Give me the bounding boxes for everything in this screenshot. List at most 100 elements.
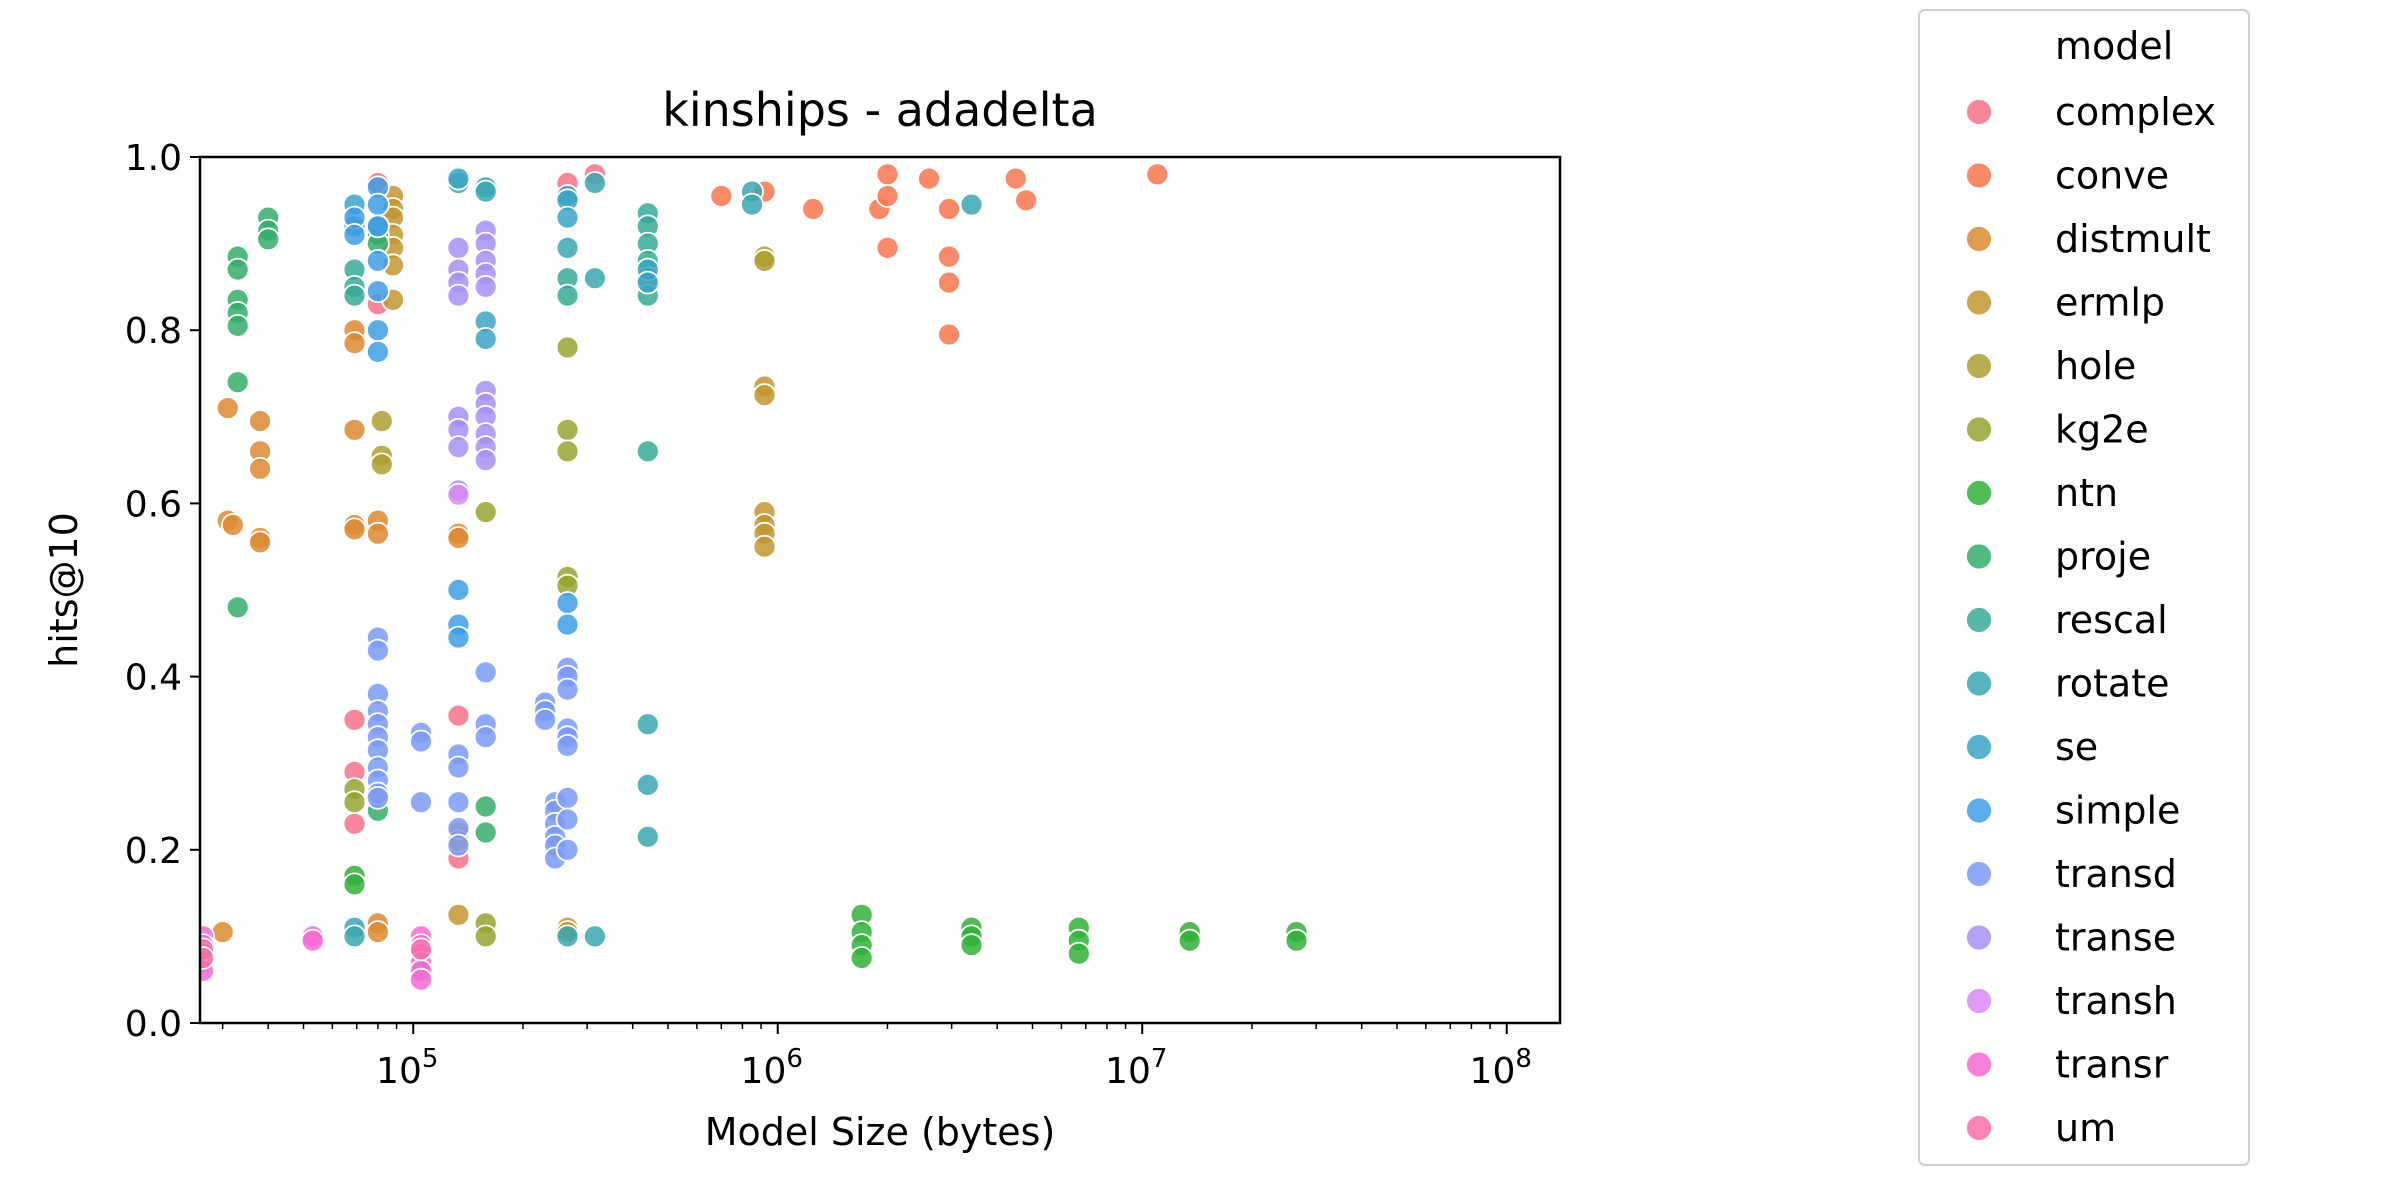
point-conve	[875, 162, 900, 187]
legend-marker-proje	[1965, 542, 1993, 571]
legend-marker-complex	[1965, 98, 1993, 126]
point-simple	[365, 318, 390, 343]
point-transd	[365, 785, 390, 810]
point-transe	[446, 235, 471, 260]
point-conve	[875, 235, 900, 260]
point-ermlp	[752, 383, 777, 408]
point-rotate	[555, 235, 580, 260]
point-simple	[365, 339, 390, 364]
legend-marker-ntn	[1965, 479, 1993, 507]
point-distmult	[248, 456, 273, 481]
point-proje	[473, 794, 498, 819]
point-distmult	[220, 513, 245, 537]
point-conve	[937, 322, 961, 347]
point-rotate	[635, 712, 660, 737]
legend-label-transe: transe	[2055, 916, 2176, 960]
point-ntn	[959, 933, 984, 957]
legend-marker-hole	[1965, 352, 1993, 380]
chart-title: kinships - adadelta	[662, 83, 1098, 137]
point-distmult	[446, 526, 471, 550]
legend-marker-simple	[1965, 796, 1993, 825]
point-proje	[473, 820, 498, 845]
legend-label-distmult: distmult	[2055, 217, 2211, 261]
point-se	[446, 166, 471, 191]
point-transd	[409, 790, 433, 815]
point-kg2e	[473, 924, 498, 949]
point-um	[200, 946, 215, 970]
point-transd	[446, 790, 471, 815]
point-distmult	[215, 396, 240, 421]
point-proje	[256, 227, 281, 252]
point-rescal	[555, 283, 580, 308]
point-ntn	[849, 946, 874, 970]
point-rotate	[342, 924, 367, 949]
legend-label-rescal: rescal	[2055, 598, 2168, 642]
legend-label-rotate: rotate	[2055, 662, 2170, 706]
x-tick-label: 107	[1105, 1044, 1167, 1092]
point-transd	[473, 725, 498, 750]
legend-marker-transh	[1965, 987, 1993, 1015]
point-conve	[801, 197, 825, 221]
legend-marker-se	[1965, 733, 1993, 761]
point-distmult	[342, 417, 367, 442]
legend-label-complex: complex	[2055, 90, 2216, 134]
point-transd	[365, 638, 390, 663]
y-tick-label: 0.4	[125, 658, 182, 699]
point-hole	[369, 409, 394, 434]
point-rotate	[635, 773, 660, 797]
point-simple	[446, 578, 471, 602]
point-simple	[365, 214, 390, 239]
point-kg2e	[342, 790, 367, 815]
point-ntn	[1284, 928, 1309, 953]
point-proje	[225, 595, 250, 620]
legend-marker-transd	[1965, 860, 1993, 888]
legend-label-um: um	[2055, 1106, 2116, 1150]
y-axis: 0.0 0.2 0.4 0.6 0.8 1.0	[125, 138, 200, 1045]
legend-box	[1918, 9, 2250, 1166]
legend: model complex conve distmult ermlp hole kg2e nt…	[1918, 9, 2250, 1166]
legend-marker-kg2e	[1965, 415, 1993, 444]
legend-label-proje: proje	[2055, 535, 2151, 579]
point-rotate	[959, 192, 984, 217]
legend-marker-transe	[1965, 923, 1993, 952]
legend-marker-um	[1965, 1114, 1993, 1142]
legend-marker-conve	[1965, 161, 1993, 190]
point-simple	[446, 625, 471, 650]
legend-title: model	[2055, 24, 2173, 68]
legend-label-transh: transh	[2055, 979, 2177, 1023]
point-rescal	[342, 283, 367, 308]
point-transd	[555, 807, 580, 832]
point-transe	[473, 274, 498, 299]
x-tick-label: 108	[1470, 1044, 1532, 1092]
point-kg2e	[555, 417, 580, 442]
y-tick-label: 0.6	[125, 484, 182, 525]
legend-label-transd: transd	[2055, 852, 2177, 896]
point-rotate	[555, 924, 580, 949]
legend-marker-transr	[1965, 1050, 1993, 1079]
x-tick-label: 106	[741, 1044, 803, 1092]
point-rotate	[473, 179, 498, 204]
point-hole	[369, 452, 394, 477]
point-conve	[1003, 166, 1028, 191]
y-tick-label: 1.0	[125, 138, 182, 179]
point-rotate	[635, 824, 660, 849]
point-ntn	[1177, 928, 1202, 953]
point-transr	[300, 928, 325, 953]
point-transd	[409, 729, 433, 754]
point-transd	[446, 833, 471, 858]
point-conve	[917, 166, 941, 191]
legend-label-conve: conve	[2055, 154, 2169, 198]
point-ntn	[1066, 941, 1091, 966]
point-se	[635, 270, 660, 295]
point-transd	[555, 734, 580, 758]
point-distmult	[248, 409, 273, 434]
point-transr	[409, 967, 433, 992]
point-conve	[1145, 162, 1170, 187]
point-kg2e	[555, 439, 580, 464]
legend-label-se: se	[2055, 725, 2098, 769]
y-axis-label: hits@10	[42, 512, 86, 668]
point-transd	[446, 755, 471, 780]
point-complex	[342, 708, 367, 732]
point-transd	[555, 677, 580, 702]
